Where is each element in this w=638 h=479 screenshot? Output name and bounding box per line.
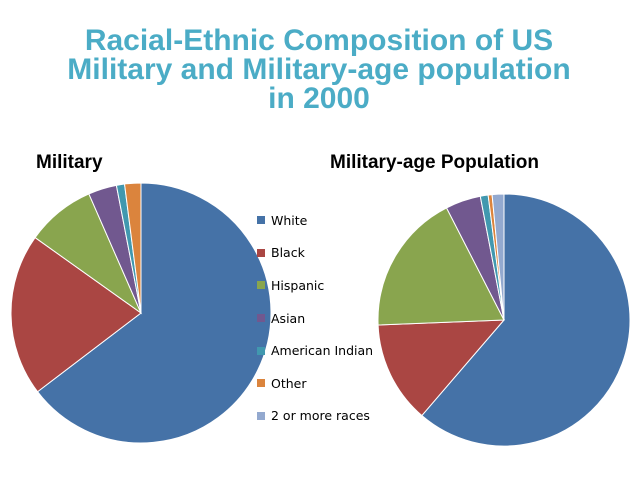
legend-swatch-other <box>257 379 265 388</box>
population-slice-2-or-more-races <box>491 193 505 321</box>
population-slice-black <box>377 319 506 417</box>
legend-label-2-or-more-races: 2 or more races <box>271 408 370 424</box>
legend-swatch-2-or-more-races <box>257 411 265 420</box>
population-slice-hispanic <box>377 207 505 326</box>
slide-title-line-3: in 2000 <box>268 82 370 115</box>
legend-item-black: Black <box>257 237 373 270</box>
legend-swatch-asian <box>257 314 265 323</box>
legend-item-white: White <box>257 204 373 237</box>
chart-legend: White Black Hispanic Asian American Indian Ot… <box>257 204 373 432</box>
military-slice-white <box>36 182 272 444</box>
legend-swatch-hispanic <box>257 281 265 290</box>
legend-label-black: Black <box>271 245 305 261</box>
legend-label-other: Other <box>271 375 307 391</box>
legend-swatch-black <box>257 248 265 257</box>
population-slice-white <box>421 193 631 447</box>
military-chart-title: Military <box>36 152 103 173</box>
legend-label-white: White <box>271 212 308 228</box>
legend-swatch-white <box>257 216 265 225</box>
legend-item-hispanic: Hispanic <box>257 269 373 302</box>
legend-item-asian: Asian <box>257 302 373 335</box>
military-slice-black <box>10 236 142 393</box>
legend-swatch-american-indian <box>257 346 265 355</box>
legend-label-hispanic: Hispanic <box>271 277 325 293</box>
military-slice-other <box>123 182 142 314</box>
slide-title-line-1: Racial-Ethnic Composition of US <box>84 24 554 57</box>
slide-title: Racial-Ethnic Composition of US Military… <box>0 24 638 115</box>
legend-item-2-or-more-races: 2 or more races <box>257 400 373 433</box>
legend-label-american-indian: American Indian <box>271 343 374 359</box>
population-chart-title: Military-age Population <box>330 152 540 173</box>
legend-item-other: Other <box>257 367 373 400</box>
slide-title-line-2: Military and Military-age population <box>67 53 571 86</box>
legend-label-asian: Asian <box>271 310 306 326</box>
legend-item-american-indian: American Indian <box>257 334 373 367</box>
